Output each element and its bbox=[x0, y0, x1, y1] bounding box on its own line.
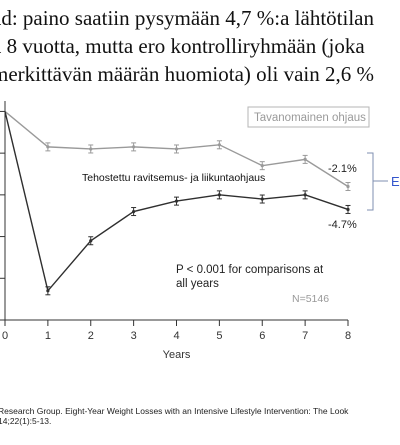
bracket-letter: E bbox=[391, 174, 400, 189]
data-point bbox=[174, 147, 179, 151]
x-tick-label: 6 bbox=[259, 330, 265, 342]
x-tick-label: 8 bbox=[345, 330, 351, 342]
x-tick-label: 1 bbox=[45, 330, 51, 342]
data-point bbox=[217, 193, 221, 197]
end-label-intensive: -4.7% bbox=[328, 219, 357, 231]
citation-line-1: Research Group. Eight-Year Weight Losses… bbox=[0, 406, 349, 416]
data-point bbox=[303, 157, 307, 161]
x-tick-label: 3 bbox=[131, 330, 137, 342]
series-1 bbox=[4, 111, 351, 296]
x-tick-label: 2 bbox=[88, 330, 94, 342]
x-tick-label: 7 bbox=[302, 330, 308, 342]
data-point bbox=[132, 209, 136, 214]
legend-label-usual-care: Tavanomainen ohjaus bbox=[254, 112, 366, 124]
pvalue-line-2: all years bbox=[176, 278, 219, 290]
data-point bbox=[260, 197, 264, 201]
x-axis-label: Years bbox=[163, 349, 191, 361]
data-point bbox=[89, 239, 93, 243]
x-tick-label: 4 bbox=[173, 330, 179, 342]
legend-label-intensive: Tehostettu ravitsemus- ja liikuntaohjaus bbox=[82, 172, 265, 184]
data-point bbox=[89, 147, 93, 151]
data-point bbox=[260, 164, 264, 168]
chart-axes: 0 1 2 3 4 5 6 7 8 Years bbox=[0, 101, 351, 361]
data-point bbox=[217, 143, 221, 147]
legend-box bbox=[247, 106, 370, 128]
data-point bbox=[46, 145, 50, 149]
title-line-3: merkittävän määrän huomiota) oli vain 2,… bbox=[0, 62, 374, 86]
end-label-usual-care: -2.1% bbox=[328, 163, 357, 175]
data-point bbox=[46, 289, 50, 293]
data-point bbox=[346, 207, 350, 212]
x-tick-label: 5 bbox=[216, 330, 222, 342]
sample-size-label: N=5146 bbox=[292, 293, 329, 305]
difference-bracket bbox=[367, 152, 374, 211]
x-tick-label: 0 bbox=[2, 330, 8, 342]
citation-line-2: 14;22(1):5-13. bbox=[0, 416, 52, 426]
series-layer bbox=[4, 110, 351, 296]
title-line-2: a 8 vuotta, mutta ero kontrolliryhmään (… bbox=[0, 34, 365, 58]
series-0 bbox=[4, 110, 351, 192]
data-point bbox=[132, 145, 136, 149]
labels-layer: Tavanomainen ohjaus Tehostettu ravitsemus… bbox=[82, 106, 400, 305]
data-point bbox=[346, 184, 350, 189]
data-point bbox=[174, 199, 179, 203]
data-point bbox=[303, 193, 307, 197]
title-line-1: ad: paino saatiin pysymään 4,7 %:a lähtö… bbox=[0, 6, 374, 30]
pvalue-line-1: P < 0.001 for comparisons at bbox=[176, 264, 324, 276]
